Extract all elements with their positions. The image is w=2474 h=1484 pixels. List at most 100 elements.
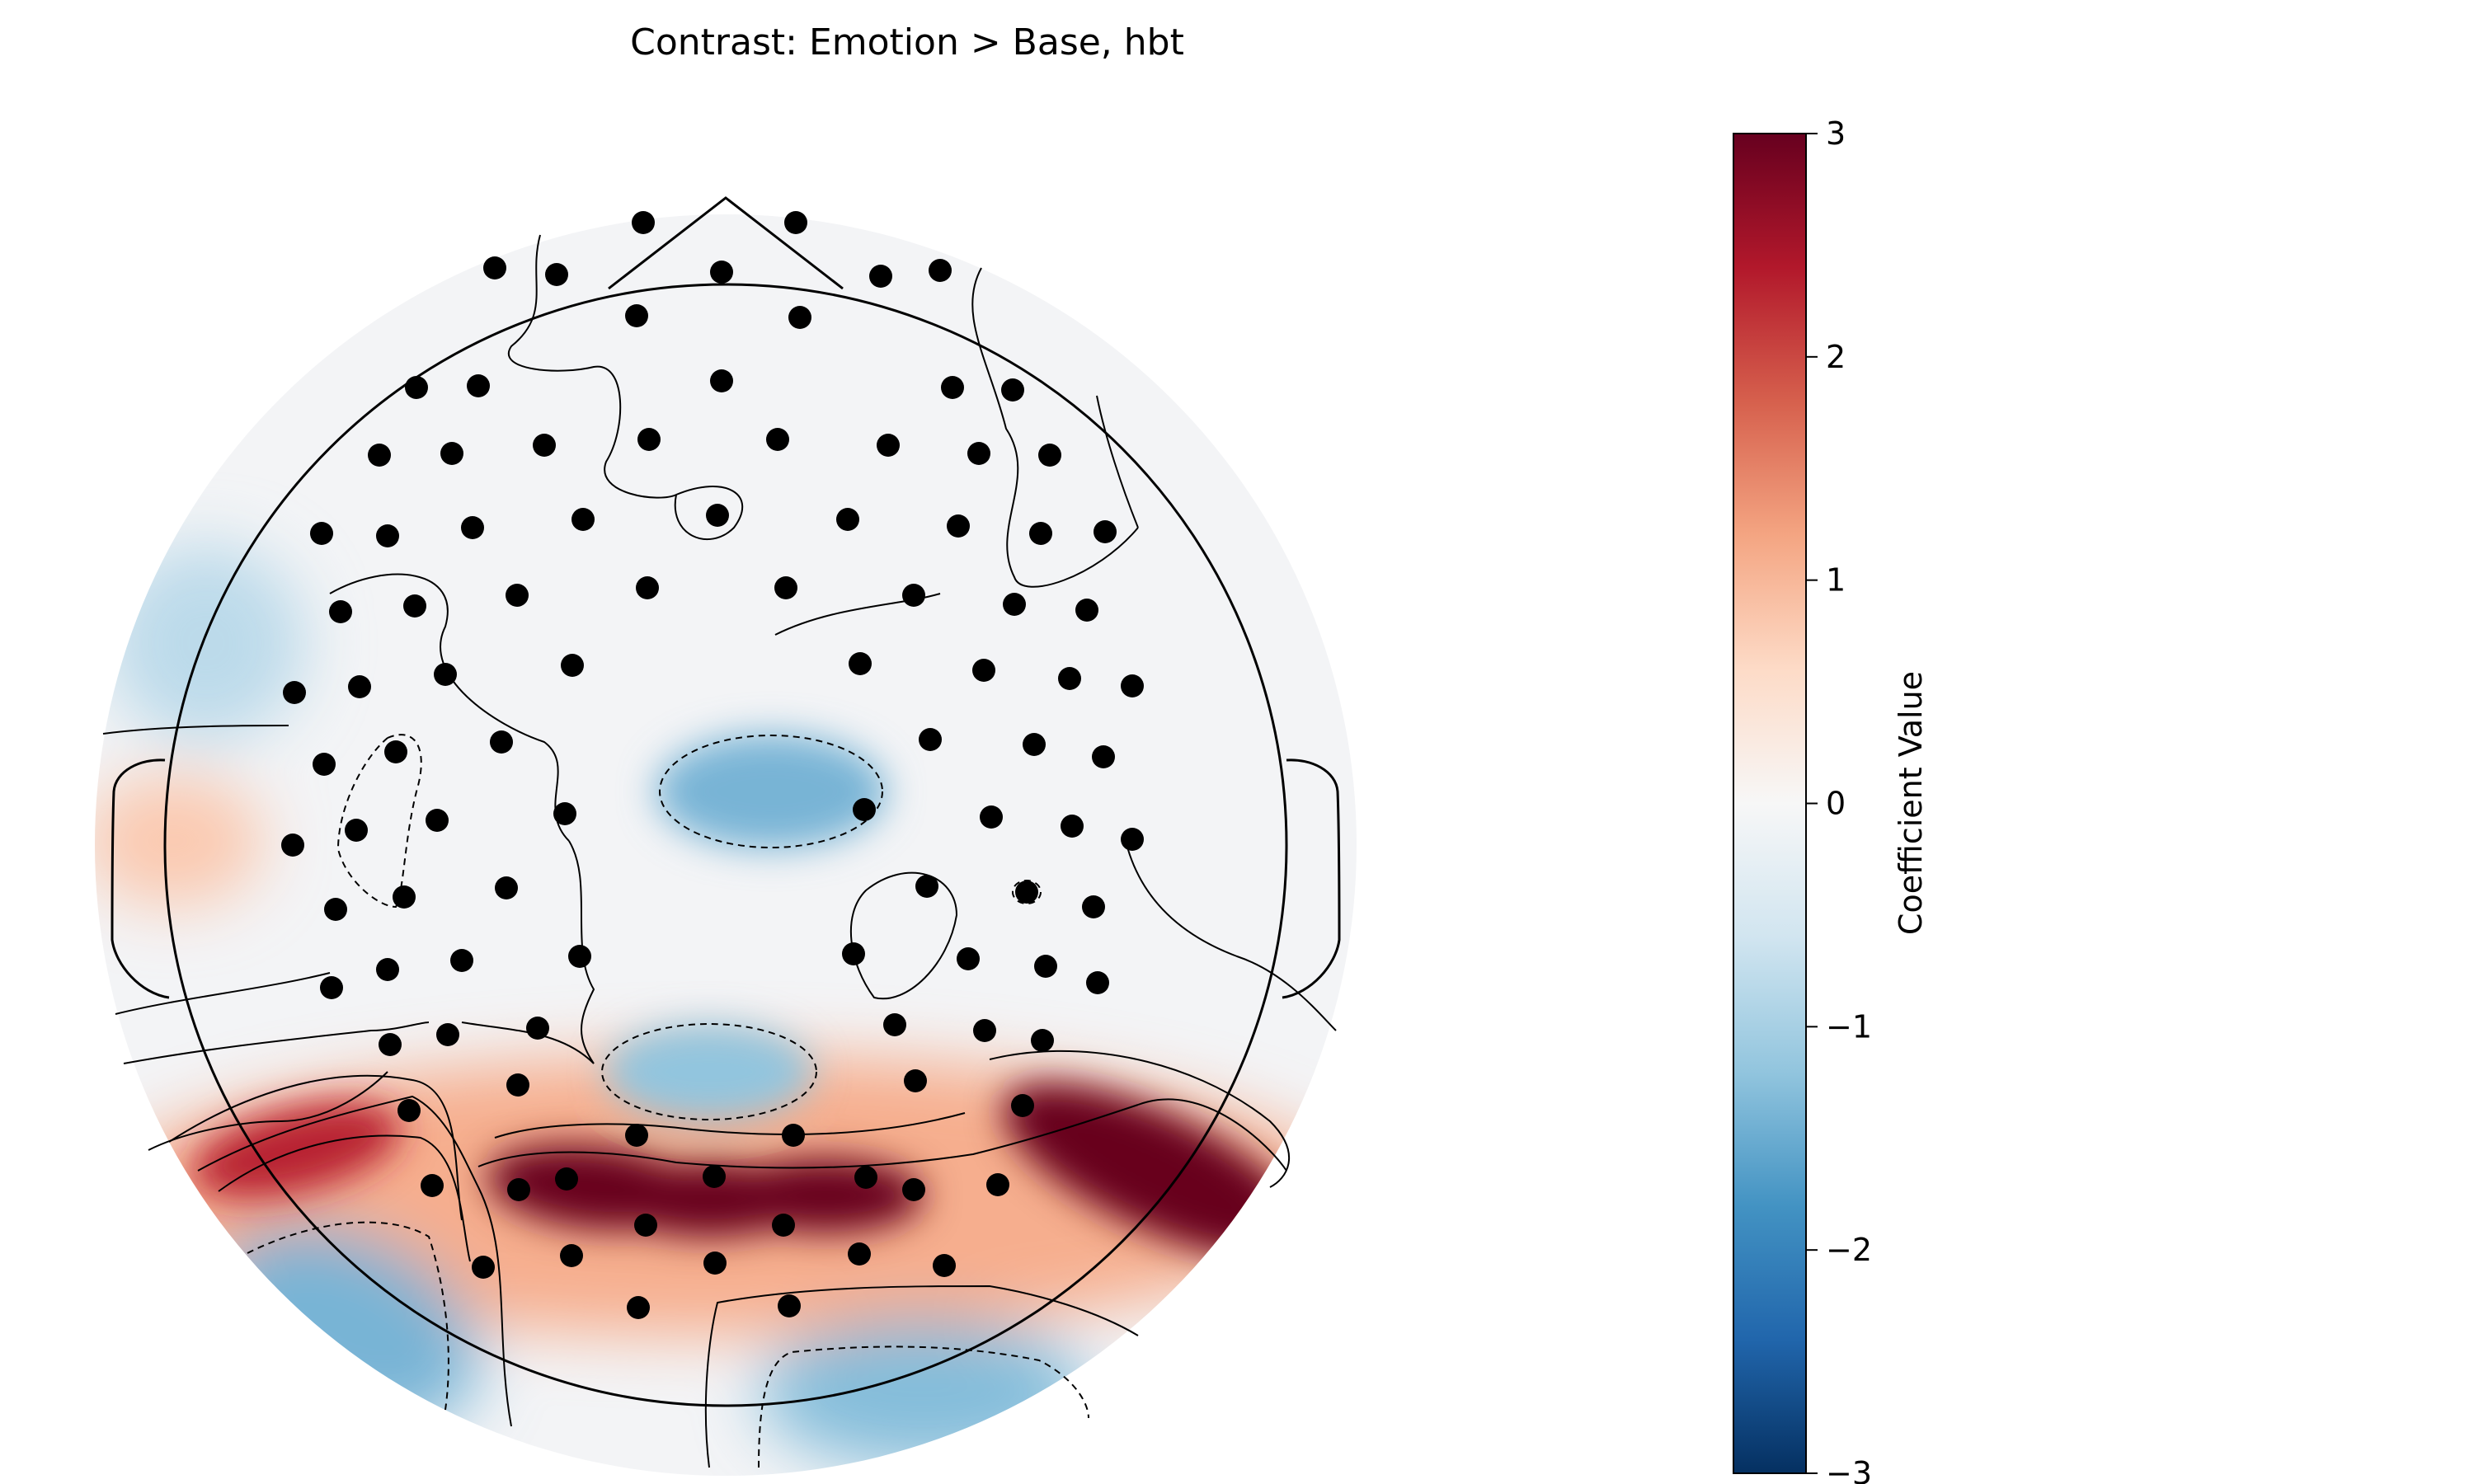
nose-outline bbox=[608, 196, 844, 290]
sensor-marker bbox=[842, 942, 865, 965]
sensor-marker bbox=[883, 1013, 906, 1036]
sensor-marker bbox=[637, 428, 661, 451]
sensor-marker bbox=[710, 261, 733, 284]
colorbar-tick-label: 0 bbox=[1826, 786, 1846, 822]
contour-line bbox=[197, 1095, 512, 1427]
sensor-marker bbox=[967, 442, 990, 465]
sensor-marker bbox=[634, 1214, 657, 1237]
colorbar-gradient bbox=[1733, 133, 1807, 1474]
sensor-marker bbox=[313, 753, 336, 776]
sensor-marker bbox=[1038, 444, 1061, 467]
contour-line-negative bbox=[659, 735, 883, 848]
sensor-marker bbox=[283, 681, 306, 704]
sensor-marker bbox=[421, 1174, 444, 1197]
sensor-marker bbox=[560, 1244, 583, 1267]
sensor-marker bbox=[434, 663, 457, 686]
sensor-marker bbox=[947, 514, 970, 538]
occipital-red-band bbox=[726, 1158, 924, 1233]
sensor-marker bbox=[393, 885, 416, 909]
sensor-markers bbox=[281, 211, 1144, 1319]
sensor-marker bbox=[329, 600, 352, 623]
sensor-marker bbox=[281, 834, 304, 857]
central-blue-region bbox=[656, 734, 887, 849]
sensor-marker bbox=[320, 976, 343, 999]
sensor-marker bbox=[568, 945, 591, 968]
sensor-marker bbox=[1003, 593, 1026, 616]
sensor-marker bbox=[376, 958, 399, 981]
sensor-marker bbox=[405, 376, 428, 399]
contour-line bbox=[704, 1284, 1139, 1468]
contour-line bbox=[494, 1112, 966, 1139]
sensor-marker bbox=[440, 442, 463, 465]
sensor-marker bbox=[849, 652, 872, 675]
sensor-marker bbox=[571, 508, 595, 531]
colorbar-tick-label: −1 bbox=[1826, 1008, 1872, 1045]
sensor-marker bbox=[774, 576, 797, 599]
sensor-marker bbox=[788, 306, 811, 329]
sensor-marker bbox=[324, 898, 347, 921]
colorbar-tick-label: −3 bbox=[1826, 1455, 1872, 1484]
sensor-marker bbox=[376, 524, 399, 547]
sensor-marker bbox=[915, 875, 938, 898]
sensor-marker bbox=[348, 675, 371, 698]
right-ear-outline bbox=[1282, 758, 1341, 999]
sensor-marker bbox=[472, 1256, 495, 1279]
sensor-marker bbox=[986, 1173, 1009, 1196]
contour-line bbox=[1137, 1098, 1287, 1172]
sensor-marker bbox=[902, 1178, 925, 1201]
left-ear-outline bbox=[111, 758, 170, 999]
sensor-marker bbox=[379, 1033, 402, 1056]
sensor-marker bbox=[1034, 955, 1057, 978]
sensor-marker bbox=[1121, 674, 1144, 697]
sensor-marker bbox=[1086, 971, 1109, 994]
sensor-marker bbox=[533, 434, 556, 457]
contour-line bbox=[1125, 840, 1337, 1031]
sensor-marker bbox=[941, 376, 964, 399]
sensor-marker bbox=[980, 805, 1003, 829]
colorbar-tick-label: 3 bbox=[1826, 115, 1846, 152]
contour-line bbox=[123, 1021, 430, 1064]
sensor-marker bbox=[703, 1252, 727, 1275]
sensor-marker bbox=[490, 730, 513, 754]
parietal-blue-region bbox=[606, 1024, 812, 1120]
sensor-marker bbox=[545, 263, 568, 286]
sensor-marker bbox=[345, 819, 368, 842]
sensor-marker bbox=[461, 516, 484, 539]
sensor-marker bbox=[625, 1124, 648, 1147]
sensor-marker bbox=[902, 584, 925, 607]
sensor-marker bbox=[973, 1019, 996, 1042]
sensor-marker bbox=[1011, 1094, 1034, 1117]
sensor-marker bbox=[1094, 520, 1117, 543]
contour-line bbox=[329, 573, 570, 842]
sensor-marker bbox=[766, 428, 789, 451]
sensor-marker bbox=[1029, 522, 1052, 545]
head-outline bbox=[163, 283, 1288, 1407]
sensor-marker bbox=[853, 798, 876, 821]
contour-line bbox=[168, 1074, 463, 1221]
contour-line bbox=[1096, 395, 1139, 528]
sensor-marker bbox=[506, 1073, 529, 1097]
sensor-marker bbox=[1061, 815, 1084, 838]
sensor-marker bbox=[1001, 378, 1024, 402]
sensor-marker bbox=[703, 1165, 726, 1188]
contour-line bbox=[218, 1134, 471, 1262]
sensor-marker bbox=[495, 876, 518, 899]
colorbar-label: Coefficient Value bbox=[1893, 671, 1929, 935]
sensor-marker bbox=[384, 740, 407, 763]
sensor-marker bbox=[561, 654, 584, 677]
sensor-marker bbox=[450, 949, 473, 972]
contour-line bbox=[115, 972, 331, 1015]
sensor-marker bbox=[553, 802, 576, 825]
chart-title: Contrast: Emotion > Base, hbt bbox=[630, 21, 1184, 63]
contour-line bbox=[148, 1071, 388, 1151]
contour-line bbox=[971, 267, 1139, 588]
sensor-marker bbox=[854, 1166, 877, 1189]
sensor-marker bbox=[784, 211, 807, 234]
sensor-marker bbox=[1075, 599, 1098, 622]
contour-line bbox=[989, 1050, 1290, 1188]
colorbar-tick-label: 1 bbox=[1826, 562, 1846, 599]
sensor-marker bbox=[483, 256, 506, 279]
contour-line-negative bbox=[247, 1221, 449, 1411]
occipital-right-blue-region bbox=[759, 1319, 1089, 1468]
